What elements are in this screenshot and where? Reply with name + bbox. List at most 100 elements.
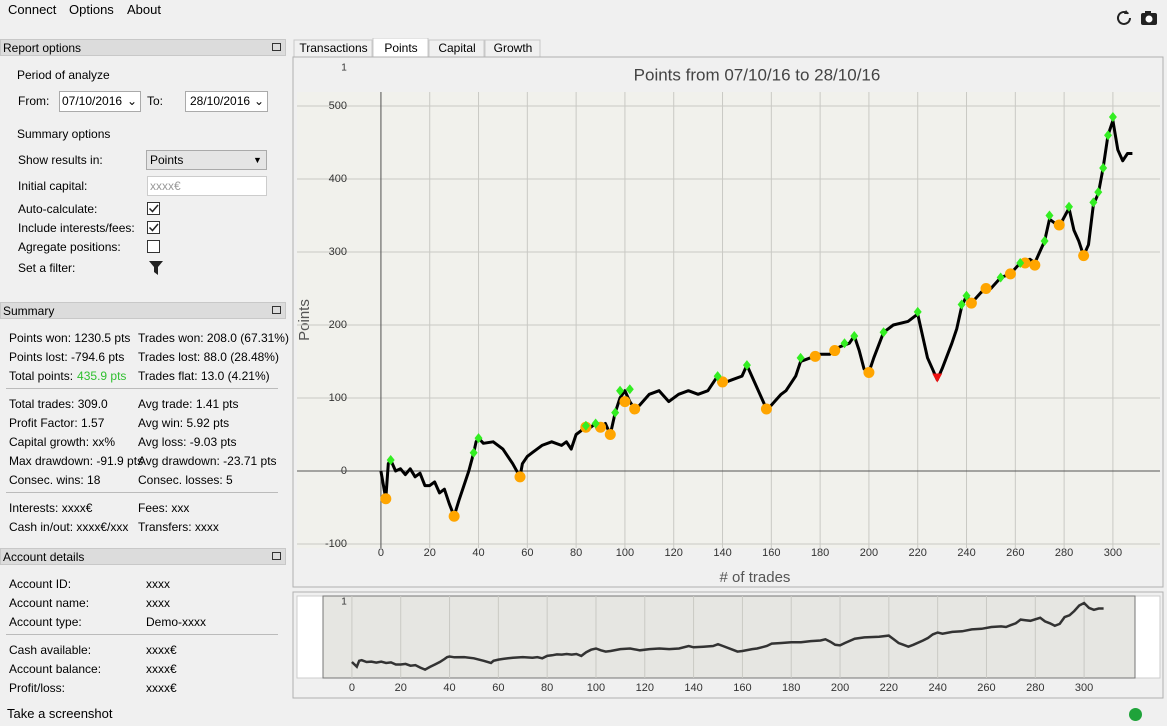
marker-diamond [957,299,966,310]
checkbox[interactable] [147,202,160,215]
marker-circle [760,403,772,415]
marker-circle [448,510,460,522]
x-tick-label: 260 [977,682,995,694]
highlight-value: 435.9 pts [77,369,127,383]
menu-item[interactable]: Options [69,2,114,17]
section-header: Summary [0,302,286,319]
account-value: xxxx [146,596,170,610]
restore-icon[interactable] [272,552,281,560]
account-value: xxxx [146,577,170,591]
x-tick-label: 300 [1104,547,1122,559]
tab-label: Points [384,41,417,55]
account-label: Cash available: [9,643,92,657]
summary-cell: Max drawdown: -91.9 pts [9,454,144,468]
marker-circle [514,471,526,483]
date-input[interactable] [185,91,268,112]
dropdown[interactable] [146,150,267,170]
dropdown-arrow: ⌄ [254,94,265,108]
marker-diamond [1045,210,1054,221]
date-input[interactable] [59,91,141,112]
separator [6,492,278,493]
marker-diamond [469,447,478,458]
summary-cell: Transfers: xxxx [138,520,219,534]
text-input[interactable] [147,176,267,196]
marker-diamond [474,433,483,444]
summary-cell: Points won: 1230.5 pts [9,331,131,345]
x-tick-label: 20 [424,547,436,559]
x-axis-label: # of trades [720,569,791,586]
x-tick-label: 180 [782,682,800,694]
label: Summary options [17,127,111,141]
restore-icon[interactable] [272,43,281,51]
menu-item[interactable]: About [127,2,161,17]
refresh-arrow [1124,10,1129,14]
tab-label: Transactions [299,41,367,55]
filter-icon[interactable] [149,260,163,280]
marker-diamond [616,385,625,396]
summary-cell: Avg loss: -9.03 pts [138,435,237,449]
x-tick-label: 80 [541,682,553,694]
corner-label: 1 [341,597,347,608]
summary-cell: Capital growth: xx% [9,435,116,449]
menu-item[interactable]: Connect [8,2,57,17]
account-label: Account name: [9,596,90,610]
section-title: Account details [3,550,85,564]
x-tick-label: 40 [472,547,484,559]
marker-diamond [742,360,751,371]
summary-cell: Trades won: 208.0 (67.31%) [138,331,289,345]
x-tick-label: 80 [570,547,582,559]
dropdown-arrow: ▼ [253,155,262,165]
x-tick-label: 200 [860,547,878,559]
marker-diamond [796,352,805,363]
x-tick-label: 220 [880,682,898,694]
label: Set a filter: [18,261,76,275]
account-label: Profit/loss: [9,681,66,695]
label: To: [147,94,164,108]
x-tick-label: 0 [349,682,355,694]
check-mark [148,223,159,232]
x-tick-label: 240 [928,682,946,694]
marker-circle [1004,268,1016,280]
tab-label: Capital [438,41,475,55]
checkbox[interactable] [147,221,160,234]
x-tick-label: 280 [1026,682,1044,694]
x-tick-label: 300 [1075,682,1093,694]
label: Show results in: [18,153,103,167]
summary-cell: Consec. wins: 18 [9,473,101,487]
y-tick-label: -100 [325,538,347,550]
y-axis-label: Points [296,299,313,341]
summary-cell: Interests: xxxx€ [9,501,93,515]
summary-cell: Profit Factor: 1.57 [9,416,105,430]
marker-diamond [591,418,600,429]
account-value: xxxx€ [146,643,177,657]
summary-cell: Total points: 435.9 pts [9,369,127,383]
y-tick-label: 300 [329,246,347,258]
marker-diamond [962,290,971,301]
refresh-icon[interactable] [1117,10,1131,25]
marker-circle [380,493,392,505]
funnel [149,261,163,275]
marker-circle [980,283,992,295]
account-value: xxxx€ [146,681,177,695]
marker-diamond [1089,197,1098,208]
marker-circle [717,376,729,388]
restore-icon[interactable] [272,306,281,314]
marker-diamond [840,338,849,349]
checkbox[interactable] [147,240,160,253]
x-tick-label: 120 [665,547,683,559]
section-title: Summary [3,304,55,318]
marker-diamond [996,272,1005,283]
marker-diamond [1108,111,1117,122]
x-tick-label: 240 [957,547,975,559]
marker-diamond [713,371,722,382]
marker-circle [809,350,821,362]
x-tick-label: 140 [684,682,702,694]
y-tick-label: 100 [329,392,347,404]
summary-cell: Consec. losses: 5 [138,473,233,487]
x-tick-label: 180 [811,547,829,559]
dropdown-arrow: ⌄ [127,94,138,108]
label: Period of analyze [17,68,110,82]
marker-circle [1053,219,1065,231]
label: Include interests/fees: [18,221,135,235]
summary-cell: Trades lost: 88.0 (28.48%) [138,350,279,364]
